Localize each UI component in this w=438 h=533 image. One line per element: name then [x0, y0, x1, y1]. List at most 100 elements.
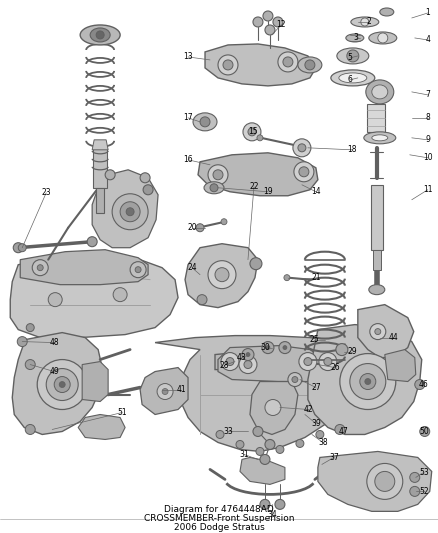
Text: 8: 8 [425, 114, 430, 123]
Ellipse shape [351, 17, 379, 27]
Text: 19: 19 [263, 187, 273, 196]
Circle shape [210, 184, 218, 192]
Text: 15: 15 [248, 127, 258, 136]
Polygon shape [385, 350, 416, 382]
Circle shape [266, 345, 270, 350]
Circle shape [294, 162, 314, 182]
Circle shape [257, 135, 263, 141]
Text: Diagram for 4764448AD: Diagram for 4764448AD [164, 505, 274, 514]
Text: 16: 16 [183, 155, 193, 164]
Text: 31: 31 [239, 450, 249, 459]
Circle shape [87, 237, 97, 247]
Ellipse shape [369, 32, 397, 44]
Circle shape [273, 17, 283, 27]
Ellipse shape [80, 25, 120, 45]
Circle shape [304, 358, 312, 366]
Ellipse shape [298, 57, 322, 73]
Text: 41: 41 [176, 385, 186, 394]
Text: 28: 28 [219, 361, 229, 370]
Text: 5: 5 [347, 53, 352, 62]
Circle shape [208, 165, 228, 185]
Circle shape [32, 260, 48, 276]
Polygon shape [308, 325, 422, 434]
Circle shape [196, 224, 204, 232]
Circle shape [221, 219, 227, 225]
Circle shape [208, 261, 236, 289]
Circle shape [336, 344, 348, 356]
Polygon shape [92, 170, 158, 248]
Text: 11: 11 [423, 185, 432, 194]
Ellipse shape [339, 73, 367, 83]
Text: 17: 17 [183, 114, 193, 123]
Circle shape [260, 455, 270, 464]
Text: 42: 42 [304, 405, 314, 414]
Circle shape [262, 342, 274, 353]
Circle shape [242, 349, 254, 360]
Bar [93, 148, 107, 188]
Circle shape [284, 274, 290, 281]
Circle shape [105, 170, 115, 180]
Ellipse shape [346, 34, 364, 42]
Text: 46: 46 [419, 380, 429, 389]
Text: 22: 22 [249, 182, 259, 191]
Text: 24: 24 [187, 263, 197, 272]
Circle shape [265, 440, 275, 449]
Polygon shape [10, 255, 178, 337]
Ellipse shape [372, 135, 388, 141]
Ellipse shape [193, 113, 217, 131]
Circle shape [221, 352, 239, 370]
Ellipse shape [380, 8, 394, 16]
Text: 10: 10 [423, 154, 433, 163]
Text: 53: 53 [419, 468, 429, 477]
Polygon shape [205, 44, 316, 86]
Circle shape [200, 117, 210, 127]
Text: 1: 1 [425, 9, 430, 18]
Circle shape [143, 185, 153, 195]
Circle shape [223, 60, 233, 70]
Circle shape [299, 167, 309, 177]
Circle shape [275, 499, 285, 510]
Text: 48: 48 [49, 338, 59, 347]
Text: 25: 25 [309, 335, 319, 344]
Circle shape [378, 33, 388, 43]
Text: 52: 52 [419, 487, 428, 496]
Ellipse shape [366, 80, 394, 104]
Circle shape [112, 194, 148, 230]
Circle shape [130, 262, 146, 278]
Ellipse shape [90, 28, 110, 42]
Circle shape [415, 379, 425, 390]
Polygon shape [240, 457, 285, 484]
Circle shape [265, 25, 275, 35]
Polygon shape [185, 244, 258, 308]
Text: 20: 20 [187, 223, 197, 232]
Circle shape [25, 360, 35, 369]
Circle shape [226, 358, 234, 366]
Circle shape [213, 170, 223, 180]
Polygon shape [198, 153, 318, 196]
Circle shape [239, 356, 257, 374]
Circle shape [375, 329, 381, 335]
Polygon shape [215, 350, 338, 372]
Polygon shape [318, 451, 432, 511]
Circle shape [278, 52, 298, 72]
Circle shape [250, 257, 262, 270]
Polygon shape [78, 415, 125, 440]
Text: 51: 51 [117, 408, 127, 417]
Polygon shape [12, 333, 102, 434]
Text: 3: 3 [353, 34, 358, 43]
Circle shape [279, 342, 291, 353]
Circle shape [370, 324, 386, 340]
Circle shape [335, 424, 345, 434]
Circle shape [244, 360, 252, 368]
Polygon shape [20, 249, 148, 285]
Text: 27: 27 [311, 383, 321, 392]
Polygon shape [218, 345, 325, 382]
Circle shape [292, 376, 298, 383]
Circle shape [157, 384, 173, 400]
Circle shape [299, 352, 317, 370]
Circle shape [296, 440, 304, 448]
Circle shape [265, 400, 281, 416]
Circle shape [18, 244, 26, 252]
Circle shape [26, 324, 34, 332]
Circle shape [324, 358, 332, 366]
